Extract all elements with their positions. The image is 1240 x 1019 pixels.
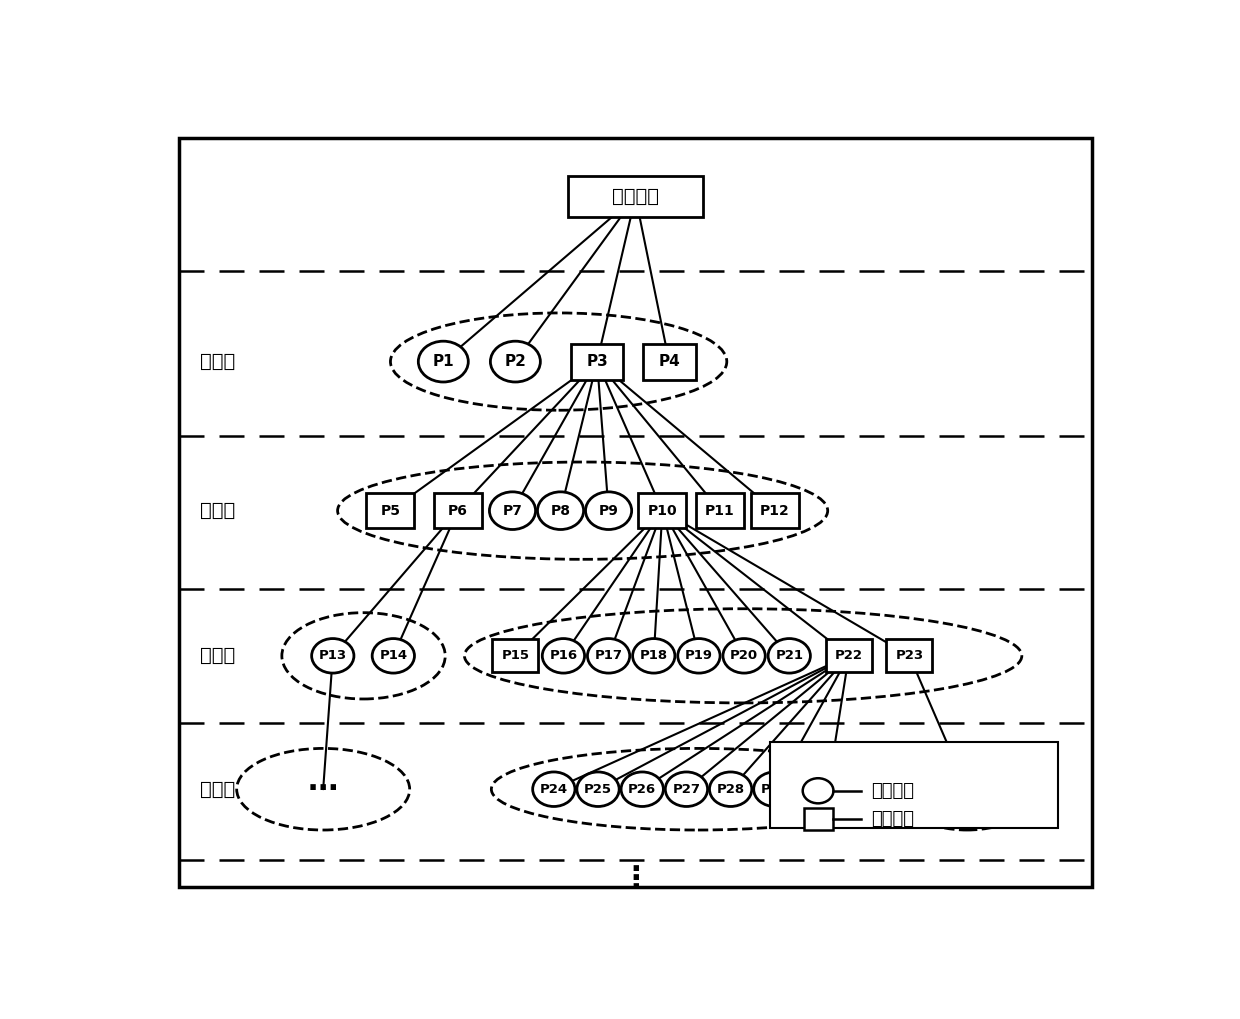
Text: P11: P11 bbox=[706, 503, 735, 518]
Circle shape bbox=[490, 341, 541, 382]
Circle shape bbox=[666, 772, 708, 806]
Text: P28: P28 bbox=[717, 783, 745, 796]
Circle shape bbox=[621, 772, 663, 806]
Text: P6: P6 bbox=[448, 503, 467, 518]
Circle shape bbox=[490, 492, 536, 530]
Circle shape bbox=[802, 779, 833, 803]
Text: P12: P12 bbox=[760, 503, 790, 518]
Text: P23: P23 bbox=[895, 649, 924, 662]
FancyBboxPatch shape bbox=[492, 639, 538, 673]
FancyBboxPatch shape bbox=[568, 176, 703, 217]
Text: P21: P21 bbox=[775, 649, 804, 662]
Circle shape bbox=[678, 639, 720, 674]
Text: ⋮: ⋮ bbox=[620, 865, 651, 894]
Text: P20: P20 bbox=[730, 649, 758, 662]
Text: P3: P3 bbox=[587, 354, 608, 369]
FancyBboxPatch shape bbox=[570, 343, 624, 380]
Circle shape bbox=[533, 772, 575, 806]
Circle shape bbox=[537, 492, 584, 530]
Text: P24: P24 bbox=[539, 783, 568, 796]
Text: P22: P22 bbox=[835, 649, 863, 662]
Circle shape bbox=[311, 639, 353, 674]
Text: P4: P4 bbox=[658, 354, 680, 369]
Circle shape bbox=[754, 772, 796, 806]
Text: P8: P8 bbox=[551, 503, 570, 518]
Circle shape bbox=[588, 639, 630, 674]
FancyBboxPatch shape bbox=[805, 772, 851, 806]
Text: P27: P27 bbox=[672, 783, 701, 796]
Text: P2: P2 bbox=[505, 354, 526, 369]
Text: 第二层: 第二层 bbox=[200, 501, 236, 520]
Text: P1: P1 bbox=[433, 354, 454, 369]
Circle shape bbox=[632, 639, 675, 674]
Text: ⋯: ⋯ bbox=[308, 774, 339, 804]
Circle shape bbox=[723, 639, 765, 674]
Text: P19: P19 bbox=[684, 649, 713, 662]
FancyBboxPatch shape bbox=[804, 808, 832, 830]
FancyBboxPatch shape bbox=[642, 343, 696, 380]
Text: P7: P7 bbox=[502, 503, 522, 518]
FancyBboxPatch shape bbox=[434, 493, 481, 528]
Text: P9: P9 bbox=[599, 503, 619, 518]
Text: 零件节点: 零件节点 bbox=[870, 782, 914, 800]
FancyBboxPatch shape bbox=[887, 639, 932, 673]
Text: 拆装对象: 拆装对象 bbox=[613, 187, 658, 206]
Text: 第四层: 第四层 bbox=[200, 780, 236, 799]
Text: P5: P5 bbox=[381, 503, 401, 518]
FancyBboxPatch shape bbox=[751, 493, 799, 528]
Text: P15: P15 bbox=[501, 649, 529, 662]
Circle shape bbox=[577, 772, 619, 806]
Circle shape bbox=[709, 772, 751, 806]
Text: P29: P29 bbox=[761, 783, 789, 796]
Text: P25: P25 bbox=[584, 783, 613, 796]
Text: P16: P16 bbox=[549, 649, 578, 662]
FancyBboxPatch shape bbox=[826, 639, 872, 673]
Text: P30: P30 bbox=[813, 783, 842, 796]
FancyBboxPatch shape bbox=[639, 493, 687, 528]
Circle shape bbox=[585, 492, 631, 530]
Text: 组件节点: 组件节点 bbox=[870, 810, 914, 828]
Text: 第三层: 第三层 bbox=[200, 646, 236, 665]
Text: P18: P18 bbox=[640, 649, 668, 662]
Text: 第一层: 第一层 bbox=[200, 353, 236, 371]
FancyBboxPatch shape bbox=[770, 742, 1058, 828]
Circle shape bbox=[418, 341, 469, 382]
Circle shape bbox=[768, 639, 811, 674]
FancyBboxPatch shape bbox=[367, 493, 414, 528]
Text: P17: P17 bbox=[595, 649, 622, 662]
Text: P13: P13 bbox=[319, 649, 347, 662]
FancyBboxPatch shape bbox=[696, 493, 744, 528]
Text: ⋯: ⋯ bbox=[952, 774, 982, 804]
Text: P10: P10 bbox=[647, 503, 677, 518]
Circle shape bbox=[542, 639, 584, 674]
Circle shape bbox=[372, 639, 414, 674]
Text: P14: P14 bbox=[379, 649, 408, 662]
Text: P26: P26 bbox=[629, 783, 656, 796]
